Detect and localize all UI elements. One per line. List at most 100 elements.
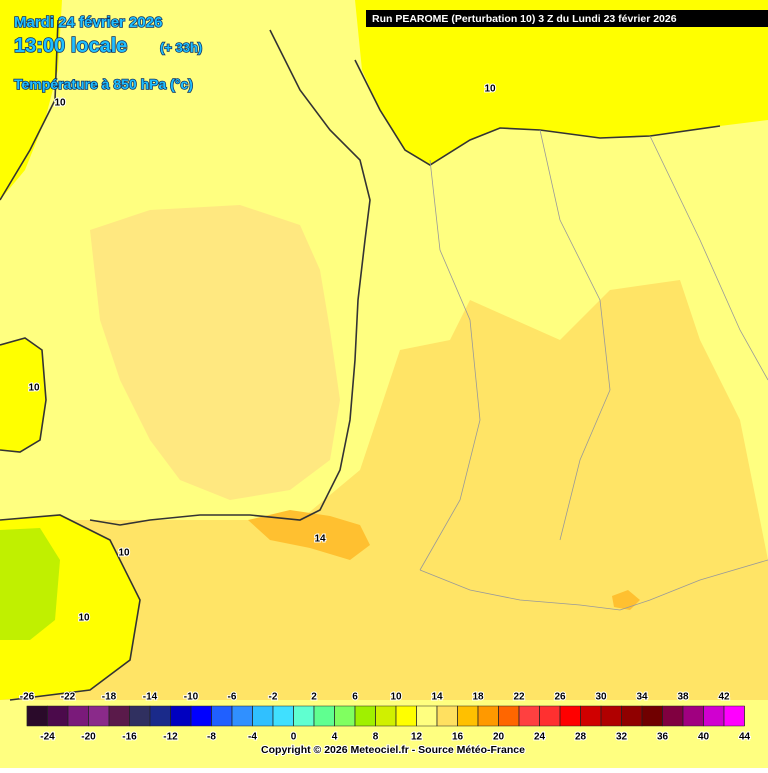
colorbar-label: -14 xyxy=(143,692,158,703)
colorbar-swatch xyxy=(293,705,315,727)
colorbar-swatch xyxy=(211,705,233,727)
contour-label: 10 xyxy=(118,548,130,559)
colorbar-swatch xyxy=(621,705,643,727)
colorbar-swatch xyxy=(108,705,130,727)
colorbar-swatch xyxy=(129,705,151,727)
zone-uk xyxy=(0,0,62,200)
coastline-uk xyxy=(0,19,59,201)
run-info: Run PEAROME (Perturbation 10) 3 Z du Lun… xyxy=(372,13,677,25)
colorbar-label: 8 xyxy=(373,732,379,743)
colorbar-label: 44 xyxy=(739,732,751,743)
colorbar-label: 38 xyxy=(677,692,689,703)
colorbar-label: 22 xyxy=(513,692,525,703)
colorbar-swatch xyxy=(47,705,69,727)
zone-orange xyxy=(248,510,370,560)
colorbar-label: 26 xyxy=(554,692,566,703)
colorbar-label: 0 xyxy=(291,732,297,743)
colorbar-label: 4 xyxy=(332,732,338,743)
colorbar-label: -2 xyxy=(269,692,278,703)
colorbar-swatch xyxy=(518,705,540,727)
colorbar-label: 32 xyxy=(616,732,628,743)
zone-atlantic xyxy=(90,205,340,500)
colorbar-swatch xyxy=(641,705,663,727)
colorbar-swatch xyxy=(313,705,335,727)
colorbar-label: -4 xyxy=(248,732,257,743)
colorbar-label: -20 xyxy=(81,732,96,743)
colorbar-swatch xyxy=(600,705,622,727)
colorbar-label: 28 xyxy=(575,732,587,743)
run-box xyxy=(366,10,768,27)
colorbar-label: 2 xyxy=(311,692,317,703)
colorbar-label: 40 xyxy=(698,732,710,743)
colorbar-swatch xyxy=(252,705,274,727)
copyright: Copyright © 2026 Meteociel.fr - Source M… xyxy=(261,744,525,756)
zone-green xyxy=(0,528,60,640)
colorbar-label: -10 xyxy=(184,692,199,703)
colorbar-swatch xyxy=(67,705,89,727)
colorbar-swatch xyxy=(539,705,561,727)
colorbar-label: 34 xyxy=(636,692,648,703)
colorbar-label: 10 xyxy=(390,692,402,703)
colorbar-swatch xyxy=(190,705,212,727)
coastline xyxy=(89,29,371,526)
colorbar-label: 6 xyxy=(352,692,358,703)
colorbar-label: 30 xyxy=(595,692,607,703)
colorbar-swatch xyxy=(559,705,581,727)
colorbar-swatch xyxy=(580,705,602,727)
colorbar-swatch xyxy=(334,705,356,727)
colorbar-swatch xyxy=(231,705,253,727)
colorbar-swatch xyxy=(703,705,725,727)
contour-label: 10 xyxy=(28,383,40,394)
zone-orange-east xyxy=(612,590,640,610)
colorbar-swatch xyxy=(272,705,294,727)
coastline-sw xyxy=(0,514,141,701)
colorbar-swatch xyxy=(395,705,417,727)
colorbar-swatch xyxy=(477,705,499,727)
colorbar-swatch xyxy=(662,705,684,727)
colorbar-label: -18 xyxy=(102,692,117,703)
contour-label: 14 xyxy=(314,534,326,545)
contour-label: 10 xyxy=(54,98,66,109)
colorbar-label: -26 xyxy=(20,692,35,703)
region-borders xyxy=(419,129,768,571)
colorbar-label: -12 xyxy=(163,732,178,743)
zone-south xyxy=(0,280,768,700)
colorbar-label: 24 xyxy=(534,732,546,743)
colorbar-swatch xyxy=(457,705,479,727)
colorbar-label: 42 xyxy=(718,692,730,703)
colorbar-swatch xyxy=(498,705,520,727)
coastline-n xyxy=(354,59,721,166)
colorbar-swatch xyxy=(682,705,704,727)
date: Mardi 24 février 2026 xyxy=(14,14,162,31)
colorbar-label: 20 xyxy=(493,732,505,743)
colorbar-label: 12 xyxy=(411,732,423,743)
field-name: Température à 850 hPa (°c) xyxy=(14,76,193,92)
colorbar-swatch xyxy=(149,705,171,727)
colorbar-label: 14 xyxy=(431,692,443,703)
colorbar-label: -16 xyxy=(122,732,137,743)
colorbar-swatch xyxy=(88,705,110,727)
colorbar-label: 18 xyxy=(472,692,484,703)
colorbar-swatch xyxy=(170,705,192,727)
colorbar-swatch xyxy=(436,705,458,727)
colorbar-swatch xyxy=(416,705,438,727)
colorbar-swatch xyxy=(375,705,397,727)
border-line xyxy=(419,559,768,611)
contour-label: 10 xyxy=(484,84,496,95)
colorbar-swatch xyxy=(26,705,48,727)
colorbar-swatch xyxy=(354,705,376,727)
colorbar-label: -6 xyxy=(228,692,237,703)
colorbar-label: -24 xyxy=(40,732,55,743)
colorbar-label: -8 xyxy=(207,732,216,743)
zone-west xyxy=(0,338,46,452)
lead-time: (+ 33h) xyxy=(160,40,202,55)
time: 13:00 locale xyxy=(14,35,127,57)
warm-zone-north xyxy=(355,0,768,165)
colorbar-swatch xyxy=(723,705,745,727)
colorbar-label: 36 xyxy=(657,732,669,743)
contour-label: 10 xyxy=(78,613,90,624)
colorbar-label: 16 xyxy=(452,732,464,743)
colorbar-label: -22 xyxy=(61,692,76,703)
coastline-w xyxy=(0,337,47,453)
